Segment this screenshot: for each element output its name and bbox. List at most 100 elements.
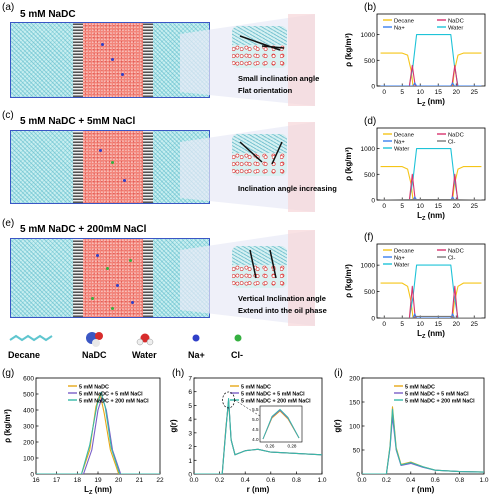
y-tick-label: 200: [23, 440, 34, 447]
y-tick-label: 1: [188, 458, 192, 465]
panel-e-title: 5 mM NaDC + 200mM NaCl: [20, 224, 147, 235]
legend-label-water: Water: [394, 147, 409, 153]
inset-y-tick-label: 5.5: [252, 407, 259, 412]
inset-y-tick-label: 4.0: [252, 437, 259, 442]
legend-label-water: Water: [394, 263, 409, 269]
x-tick-label: 15: [435, 203, 443, 210]
x-tick-label: 21: [136, 477, 144, 484]
y-tick-label: 4: [188, 417, 192, 424]
y-axis-label: ρ (kg/m³): [344, 147, 353, 181]
density-chart-b: 0 5 10 15 20 25 0 500 1000 LZ (nm) ρ (kg/m³) Decane…: [344, 13, 486, 108]
sodium-ion: [111, 58, 114, 61]
y-tick-label: 600: [23, 376, 34, 383]
x-tick-label: 25: [471, 89, 479, 96]
plot-area: [380, 148, 482, 200]
series-line-decane: [380, 282, 482, 318]
y-tick-label: 200: [349, 376, 360, 383]
plot-area: [380, 34, 482, 86]
y-tick-label: 1000: [361, 146, 376, 153]
y-tick-label: 100: [23, 456, 34, 463]
x-tick-label: 10: [417, 89, 425, 96]
series-line-water: [380, 34, 482, 86]
series-line-nadc: [380, 64, 482, 86]
x-tick-label: 18: [74, 477, 82, 484]
molecule-legend: Decane NaDC Water Na+ Cl-: [0, 326, 300, 366]
y-tick-label: 50: [353, 448, 361, 455]
plot-area: [362, 406, 484, 474]
x-tick-label: 0.0: [189, 477, 198, 484]
x-tick-label: 0.0: [357, 477, 366, 484]
x-tick-label: 22: [156, 477, 164, 484]
panel-label-a: (a): [2, 2, 15, 13]
y-axis-label: g(r): [333, 419, 342, 433]
x-axis-label: LZ (nm): [417, 97, 445, 108]
x-tick-label: 0: [382, 321, 386, 328]
panel-label-i: (i): [334, 368, 343, 379]
y-tick-label: 100: [349, 424, 360, 431]
y-axis-label: ρ (kg/m³): [344, 33, 353, 67]
y-tick-label: 500: [364, 58, 375, 65]
panel-label-b: (b): [364, 2, 377, 13]
legend-nadc-label: NaDC: [82, 350, 107, 360]
series-line-5-mm-nadc-200-mm-nacl: [36, 391, 160, 474]
legend-water-label: Water: [132, 350, 157, 360]
legend-label-nadc: NaDC: [448, 249, 464, 255]
x-tick-label: 5: [400, 321, 404, 328]
legend-label-cl: Cl-: [448, 140, 455, 146]
series-line-na: [380, 82, 482, 86]
rdf-chart-h: 0.0 0.2 0.4 0.6 0.8 1.0 0 1 2 3 4 5 6 7 r (nm) g(r) 5 mM…: [169, 376, 327, 495]
panel-c-title: 5 mM NaDC + 5mM NaCl: [20, 116, 136, 127]
water-phase: [83, 23, 143, 97]
series-line-decane: [380, 166, 482, 200]
x-tick-label: 0.6: [431, 477, 440, 484]
legend-label-5-mm-nadc: 5 mM NaDC: [241, 385, 271, 391]
y-tick-label: 0: [356, 472, 360, 479]
x-tick-label: 10: [417, 321, 425, 328]
y-tick-label: 5: [188, 403, 192, 410]
x-tick-label: 15: [435, 321, 443, 328]
y-tick-label: 500: [23, 392, 34, 399]
legend-label-decane: Decane: [394, 249, 414, 255]
inset-y-tick-label: 4.5: [252, 427, 259, 432]
panel-a-note-1: Small inclination angle: [238, 74, 320, 83]
x-axis-label: r (nm): [412, 485, 435, 494]
rdf-chart-i: 0.0 0.2 0.4 0.6 0.8 1.0 0 50 100 150 200 r (nm) g(r)…: [333, 376, 489, 495]
y-axis-label: ρ (kg/m³): [3, 409, 12, 443]
series-line-water: [380, 148, 482, 200]
series-line-cl: [380, 315, 482, 318]
x-tick-label: 1.0: [317, 477, 326, 484]
x-axis-label: LZ (nm): [417, 211, 445, 222]
density-chart-f: 0 5 10 15 20 25 0 500 1000 LZ (nm) ρ (kg/m³) Decane…: [344, 243, 486, 340]
panel-a-title: 5 mM NaDC: [20, 9, 76, 20]
legend-label-water: Water: [448, 26, 463, 32]
legend-label-5-mm-nadc-5-mm-nacl: 5 mM NaDC + 5 mM NaCl: [241, 392, 305, 398]
y-tick-label: 150: [349, 400, 360, 407]
legend-label-nadc: NaDC: [448, 19, 464, 25]
x-axis-label: LZ (nm): [84, 485, 112, 496]
legend-label-5-mm-nadc: 5 mM NaDC: [405, 385, 435, 391]
panel-a-note-2: Flat orientation: [238, 86, 293, 95]
legend-label-5-mm-nadc-5-mm-nacl: 5 mM NaDC + 5 mM NaCl: [405, 392, 469, 398]
legend-label-na: Na+: [394, 26, 405, 32]
y-tick-label: 0: [30, 472, 34, 479]
legend-label-5-mm-nadc-200-mm-nacl: 5 mM NaDC + 200 mM NaCl: [79, 399, 149, 405]
legend-label-5-mm-nadc-200-mm-nacl: 5 mM NaDC + 200 mM NaCl: [241, 399, 311, 405]
y-tick-label: 2: [188, 444, 192, 451]
series-line-cl: [380, 198, 482, 200]
legend-label-5-mm-nadc-5-mm-nacl: 5 mM NaDC + 5 mM NaCl: [79, 392, 143, 398]
plot-area: [194, 398, 322, 474]
y-tick-label: 6: [188, 389, 192, 396]
series-line-5-mm-nadc-5-mm-nacl: [36, 396, 160, 474]
y-tick-label: 0: [371, 198, 375, 205]
y-tick-label: 0: [188, 472, 192, 479]
panel-label-e: (e): [2, 218, 15, 229]
interface-right: [143, 23, 153, 97]
panel-label-c: (c): [2, 110, 14, 121]
x-axis-label: r (nm): [247, 485, 270, 494]
y-tick-label: 7: [188, 376, 192, 383]
oil-phase-left: [11, 23, 73, 97]
panel-e-note-2: Extend into the oil phase: [238, 306, 327, 315]
y-axis-label: ρ (kg/m³): [344, 264, 353, 298]
panel-c-note-1: Inclination angle increasing: [238, 184, 337, 193]
y-tick-label: 1000: [361, 32, 376, 39]
